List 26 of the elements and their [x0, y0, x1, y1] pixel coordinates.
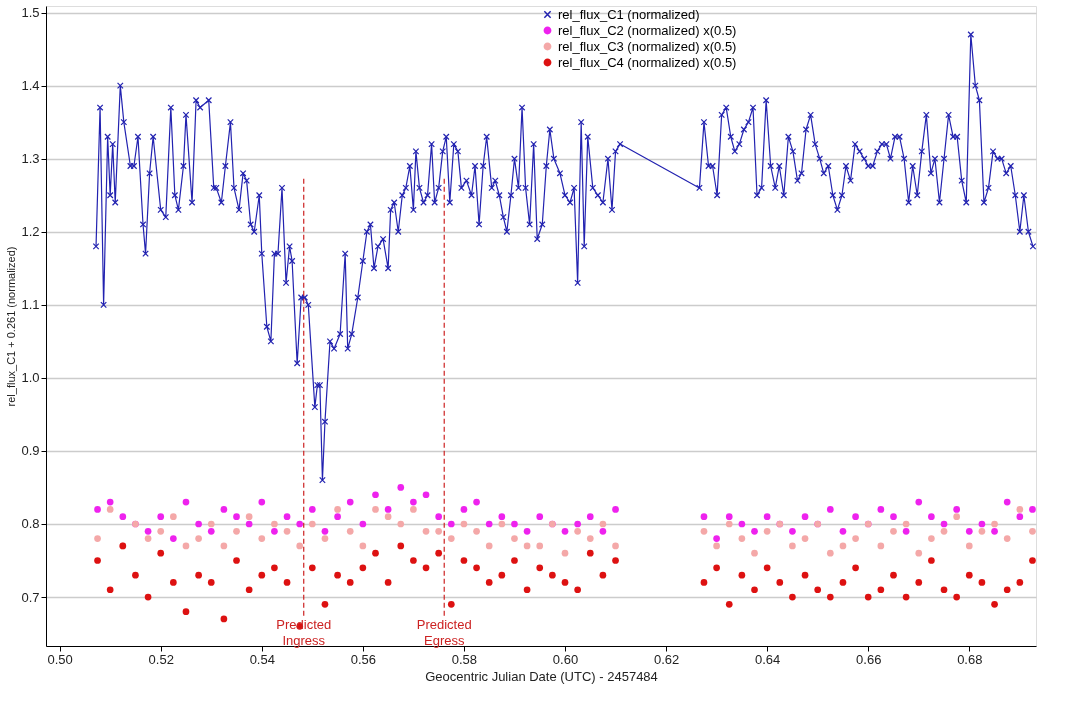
- y-tick-label: 0.7: [21, 589, 40, 605]
- x-tick-label: 0.54: [249, 651, 275, 667]
- y-tick-label: 1.3: [21, 151, 40, 167]
- y-tick-label: 1.2: [21, 224, 40, 240]
- x-tick-label: 0.66: [856, 651, 882, 667]
- legend-label: rel_flux_C3 (normalized) x(0.5): [558, 38, 737, 54]
- x-tick-label: 0.64: [754, 651, 781, 667]
- x-tick-label: 0.58: [451, 651, 478, 667]
- x-tick-label: 0.52: [148, 651, 174, 667]
- x-tick-label: 0.62: [653, 651, 680, 667]
- y-tick-label: 0.9: [21, 443, 40, 459]
- ref-line-label: Predicted Egress: [416, 617, 472, 649]
- y-tick-label: 1.1: [21, 297, 40, 313]
- x-axis-title: Geocentric Julian Date (UTC) - 2457484: [425, 668, 658, 684]
- y-tick-label: 1.4: [21, 78, 40, 94]
- y-tick-label: 1.0: [21, 370, 40, 386]
- y-axis-title: rel_flux_C1 + 0.261 (normalized): [5, 246, 18, 407]
- legend-label: rel_flux_C4 (normalized) x(0.5): [558, 54, 737, 70]
- x-tick-label: 0.60: [552, 651, 579, 667]
- legend-label: rel_flux_C1 (normalized): [558, 6, 700, 22]
- legend-label: rel_flux_C2 (normalized) x(0.5): [558, 22, 737, 38]
- y-tick-label: 1.5: [21, 5, 40, 21]
- x-tick-label: 0.56: [350, 651, 377, 667]
- x-tick-label: 0.50: [47, 651, 73, 667]
- y-tick-label: 0.8: [21, 516, 40, 532]
- x-tick-label: 0.68: [957, 651, 983, 667]
